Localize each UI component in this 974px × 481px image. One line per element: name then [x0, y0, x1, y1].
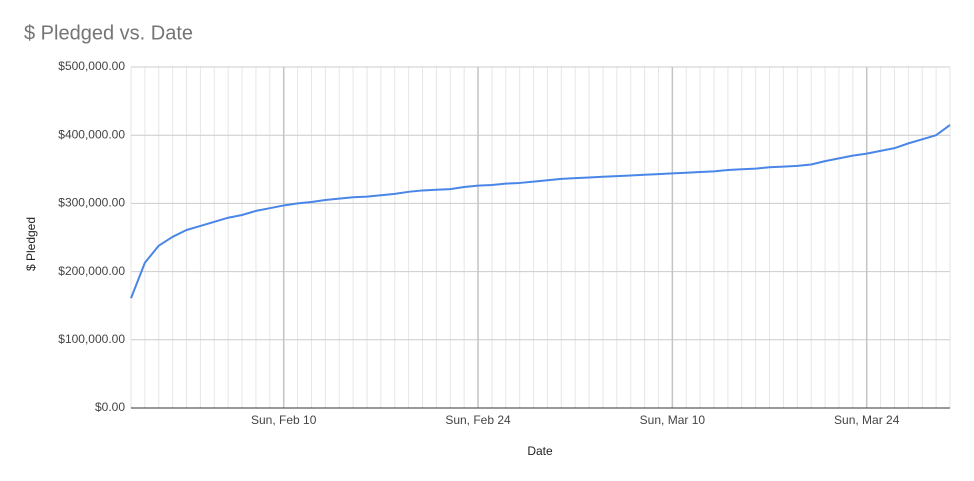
x-tick-label: Sun, Feb 10: [251, 413, 317, 427]
y-tick-label: $400,000.00: [58, 127, 125, 141]
x-tick-label: Sun, Mar 24: [834, 413, 900, 427]
y-tick-label: $0.00: [95, 400, 125, 414]
x-tick-label: Sun, Feb 24: [445, 413, 511, 427]
y-tick-label: $200,000.00: [58, 264, 125, 278]
data-line: [130, 124, 951, 299]
chart-title: $ Pledged vs. Date: [24, 22, 193, 44]
y-tick-label: $300,000.00: [58, 196, 125, 210]
y-tick-label: $500,000.00: [58, 59, 125, 73]
y-axis-label: $ Pledged: [24, 217, 38, 271]
y-tick-label: $100,000.00: [58, 332, 125, 346]
x-axis-label: Date: [527, 444, 553, 458]
x-tick-label: Sun, Mar 10: [640, 413, 706, 427]
